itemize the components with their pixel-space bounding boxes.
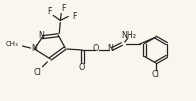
Text: NH₂: NH₂ [121, 31, 136, 40]
Text: N: N [38, 31, 44, 40]
Text: CH₃: CH₃ [6, 41, 19, 47]
Text: N: N [107, 44, 113, 53]
Text: F: F [47, 7, 52, 16]
Text: N: N [32, 44, 37, 53]
Text: F: F [72, 12, 76, 21]
Text: Cl: Cl [152, 70, 160, 79]
Text: O: O [93, 44, 99, 53]
Text: Cl: Cl [34, 68, 41, 77]
Text: F: F [61, 4, 65, 13]
Text: O: O [79, 63, 85, 72]
